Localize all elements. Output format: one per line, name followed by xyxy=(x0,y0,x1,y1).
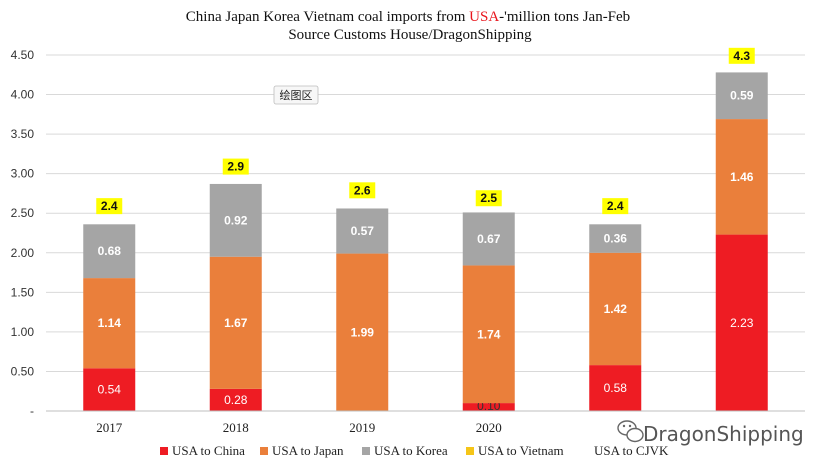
legend-swatch xyxy=(362,447,370,455)
total-label-text: 2.5 xyxy=(480,191,497,205)
total-label-text: 2.4 xyxy=(607,199,624,213)
total-label-bg xyxy=(475,190,502,207)
y-tick-label: - xyxy=(30,404,34,418)
data-label: 1.42 xyxy=(604,302,628,316)
y-tick-label: 1.50 xyxy=(11,285,35,299)
bar-segment xyxy=(336,253,389,411)
data-label: 0.54 xyxy=(98,383,122,397)
legend-item: USA to China xyxy=(160,443,245,458)
bar-segment xyxy=(462,403,515,411)
bar-segment xyxy=(209,183,262,257)
legend-item: USA to CJVK xyxy=(594,443,669,458)
bar-segment xyxy=(209,256,262,389)
y-axis: - 0.50 1.00 1.50 2.00 2.50 3.00 3.50 4.00 4.50 xyxy=(11,48,35,418)
data-label: 1.46 xyxy=(730,170,754,184)
x-tick-label: 2020 xyxy=(476,420,502,435)
bar-segment xyxy=(462,265,515,404)
bar-segment xyxy=(83,278,136,369)
plot-area-tooltip: 绘图区 xyxy=(273,85,319,105)
total-label-bg xyxy=(349,182,376,199)
bar-segment xyxy=(715,72,768,120)
legend-swatch xyxy=(466,447,474,455)
bar-segment xyxy=(715,234,768,411)
watermark-text: DragonShipping xyxy=(643,422,804,446)
legend-label: USA to Vietnam xyxy=(478,443,564,458)
total-label-text: 2.4 xyxy=(101,199,118,213)
legend-label: USA to China xyxy=(172,443,245,458)
bar-segment xyxy=(209,388,262,411)
legend-label: USA to Japan xyxy=(272,443,344,458)
x-axis: 2017 2018 2019 2020 xyxy=(46,410,805,435)
legend-item: USA to Vietnam xyxy=(466,443,564,458)
data-label: 0.59 xyxy=(730,89,754,103)
legend-swatch xyxy=(160,447,168,455)
legend-label: USA to Korea xyxy=(374,443,448,458)
bar-segment xyxy=(83,368,136,411)
data-label: 1.67 xyxy=(224,316,248,330)
x-tick-label: 2018 xyxy=(223,420,249,435)
wechat-icon xyxy=(617,420,644,443)
x-tick-label: 2017 xyxy=(96,420,123,435)
legend-item: USA to Japan xyxy=(260,443,344,458)
tooltip-label: 绘图区 xyxy=(280,88,313,102)
data-label: 0.36 xyxy=(604,232,628,246)
data-label: 0.57 xyxy=(351,224,375,238)
total-label: 4.3 xyxy=(728,47,755,64)
data-label: 1.99 xyxy=(351,325,375,339)
bar-segment xyxy=(336,208,389,254)
total-label-bg xyxy=(602,198,629,215)
data-label: 1.74 xyxy=(477,327,501,341)
y-tick-label: 3.00 xyxy=(11,167,35,181)
total-label: 2.4 xyxy=(96,198,123,215)
y-tick-label: 4.00 xyxy=(11,88,35,102)
legend-label: USA to CJVK xyxy=(594,443,669,458)
bar-segment xyxy=(462,212,515,266)
watermark: DragonShipping xyxy=(617,420,804,446)
total-label-bg xyxy=(96,198,123,215)
total-label-bg xyxy=(222,158,249,175)
total-label-text: 2.6 xyxy=(354,183,371,197)
legend-swatch xyxy=(260,447,268,455)
data-label: 2.23 xyxy=(730,316,754,330)
total-label-bg xyxy=(728,47,755,64)
y-tick-label: 2.00 xyxy=(11,246,35,260)
legend-item: USA to Korea xyxy=(362,443,448,458)
total-label: 2.5 xyxy=(475,190,502,207)
total-label: 2.9 xyxy=(222,158,249,175)
bar-stacks: 0.54 1.14 0.68 2.4 0.28 1.67 0.92 2.9 1.99 0.57 2.… xyxy=(83,47,768,413)
y-tick-label: 1.00 xyxy=(11,325,35,339)
data-label: 0.67 xyxy=(477,232,501,246)
data-label: 1.14 xyxy=(98,316,122,330)
bar-segment xyxy=(589,224,642,253)
y-tick-label: 4.50 xyxy=(11,48,35,62)
x-tick-label: 2019 xyxy=(349,420,375,435)
data-label: 0.58 xyxy=(604,381,628,395)
bar-segment xyxy=(589,365,642,411)
chart-title: China Japan Korea Vietnam coal imports f… xyxy=(186,9,630,25)
bar-segment xyxy=(715,119,768,235)
data-label: 0.28 xyxy=(224,393,248,407)
total-label: 2.6 xyxy=(349,182,376,199)
y-tick-label: 2.50 xyxy=(11,206,35,220)
y-tick-label: 0.50 xyxy=(11,364,35,378)
data-label: 0.68 xyxy=(98,244,122,258)
bar-segment xyxy=(83,224,136,279)
chart-subtitle: Source Customs House/DragonShipping xyxy=(288,27,532,43)
y-tick-label: 3.50 xyxy=(11,127,35,141)
total-label-text: 2.9 xyxy=(227,160,244,174)
gridlines xyxy=(46,54,805,412)
bar-segment xyxy=(589,252,642,366)
total-label: 2.4 xyxy=(602,198,629,215)
legend: USA to China USA to Japan USA to Korea USA … xyxy=(160,443,669,458)
data-label: 0.92 xyxy=(224,213,248,227)
total-label-text: 4.3 xyxy=(733,49,750,63)
